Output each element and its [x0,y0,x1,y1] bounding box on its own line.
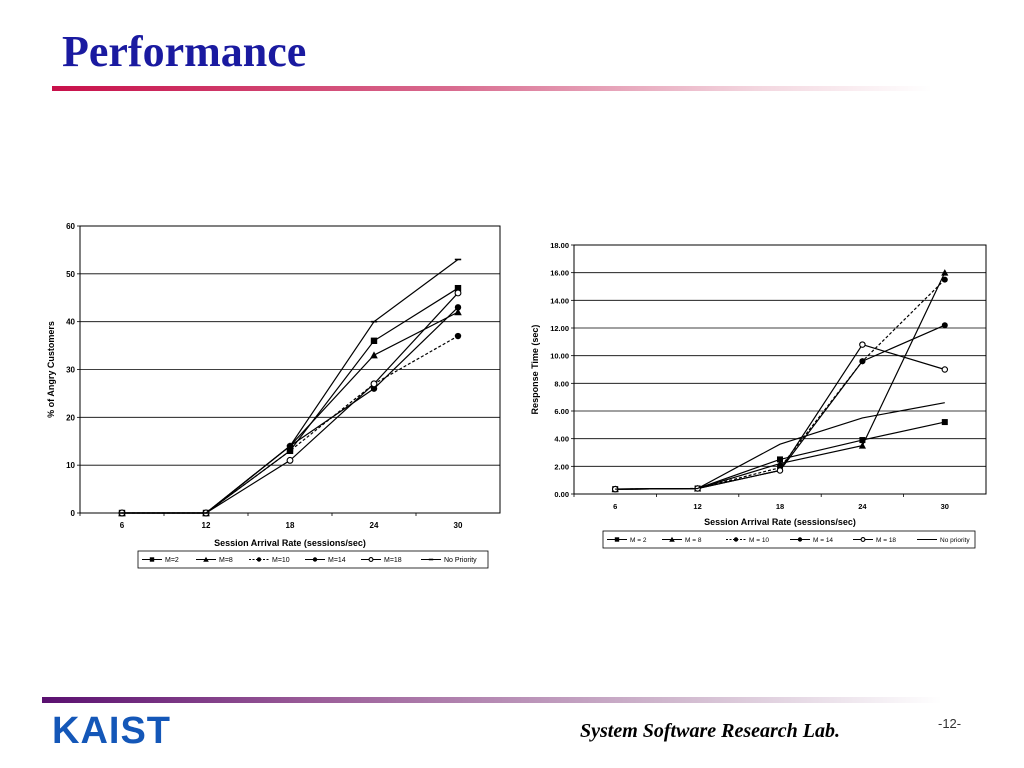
legend-label: M=8 [219,557,233,564]
data-point [777,456,783,463]
page-title: Performance [62,27,307,76]
x-tick-label: 24 [370,521,379,530]
x-tick-label: 30 [454,521,463,530]
kaist-logo: KAIST [52,710,171,752]
y-tick-label: 0.00 [554,490,569,499]
y-tick-label: 18.00 [550,241,569,250]
data-point [859,358,866,365]
data-point [941,269,949,276]
data-point [202,512,210,514]
y-tick-label: 4.00 [554,435,569,444]
y-tick-label: 0 [71,509,76,518]
data-point [941,366,949,373]
data-point [941,322,948,329]
legend-label: M=18 [384,557,402,564]
data-point [370,337,378,344]
legend-label: M = 10 [749,537,769,544]
legend-label: No Priority [444,557,477,564]
x-axis-label: Session Arrival Rate (sessions/sec) [704,517,856,527]
legend-marker [797,537,803,542]
x-tick-label: 18 [286,521,295,530]
data-point [370,380,378,388]
legend-marker [256,557,262,562]
data-point [858,441,866,449]
lab-name: System Software Research Lab. [580,720,840,742]
legend-label: M = 8 [685,537,702,544]
legend-label: M=14 [328,557,346,564]
legend-label: M=2 [165,557,179,564]
data-point [370,320,378,323]
y-tick-label: 10 [66,461,75,470]
data-point [776,467,784,474]
y-tick-label: 6.00 [554,407,569,416]
y-tick-label: 40 [66,318,75,327]
legend-marker [149,557,155,562]
legend-marker [669,536,675,542]
legend-marker [368,557,374,562]
y-tick-label: 60 [66,222,75,231]
legend: M=2 M=8 M=10 M=14 M=18 No Priority [137,550,489,569]
y-tick-label: 14.00 [550,296,569,305]
data-point [118,512,126,514]
plot-area [573,244,987,495]
y-tick-label: 16.00 [550,269,569,278]
legend: M = 2 M = 8 M = 10 M = 14 M = 18 No priority [602,530,976,549]
y-tick-label: 50 [66,270,75,279]
data-point [454,332,462,340]
data-point [370,351,378,359]
legend-marker [312,557,318,562]
footer-divider [42,697,942,703]
data-point [454,289,462,297]
legend-marker [733,537,739,542]
y-tick-label: 12.00 [550,324,569,333]
x-tick-label: 24 [858,502,867,511]
y-tick-label: 10.00 [550,352,569,361]
x-tick-label: 18 [776,502,784,511]
legend-marker [203,556,209,562]
x-axis-label: Session Arrival Rate (sessions/sec) [214,538,366,548]
data-point [370,385,378,392]
data-point [454,308,462,316]
data-point [941,419,948,426]
series-line [615,402,945,490]
legend-label: M = 14 [813,537,833,544]
data-point [454,284,462,292]
legend-label: M=10 [272,557,290,564]
x-tick-label: 12 [693,502,701,511]
y-tick-label: 8.00 [554,379,569,388]
data-point [454,258,462,261]
legend-box [602,530,976,549]
data-point [286,456,294,464]
y-tick-label: 2.00 [554,462,569,471]
x-tick-label: 6 [613,502,617,511]
data-point [859,437,866,444]
y-tick-label: 20 [66,413,75,422]
legend-label: M = 2 [630,537,647,544]
series-6 [615,402,945,490]
x-tick-label: 6 [120,521,125,530]
legend-marker [860,537,866,542]
data-point [286,445,294,447]
y-axis-label: % of Angry Customers [46,321,56,418]
legend-marker [428,558,434,561]
legend-label: M = 18 [876,537,896,544]
data-point [286,447,294,455]
data-point [859,341,866,348]
page-number: -12- [938,716,962,731]
title-divider [52,86,932,91]
legend-marker [614,537,620,542]
x-tick-label: 30 [941,502,949,511]
legend-label: No priority [940,537,970,544]
x-tick-label: 12 [202,521,211,530]
data-point [941,276,948,283]
y-tick-label: 30 [66,366,75,375]
series-6 [118,258,462,514]
y-axis-label: Response Time (sec) [530,325,540,415]
data-point [454,304,462,311]
